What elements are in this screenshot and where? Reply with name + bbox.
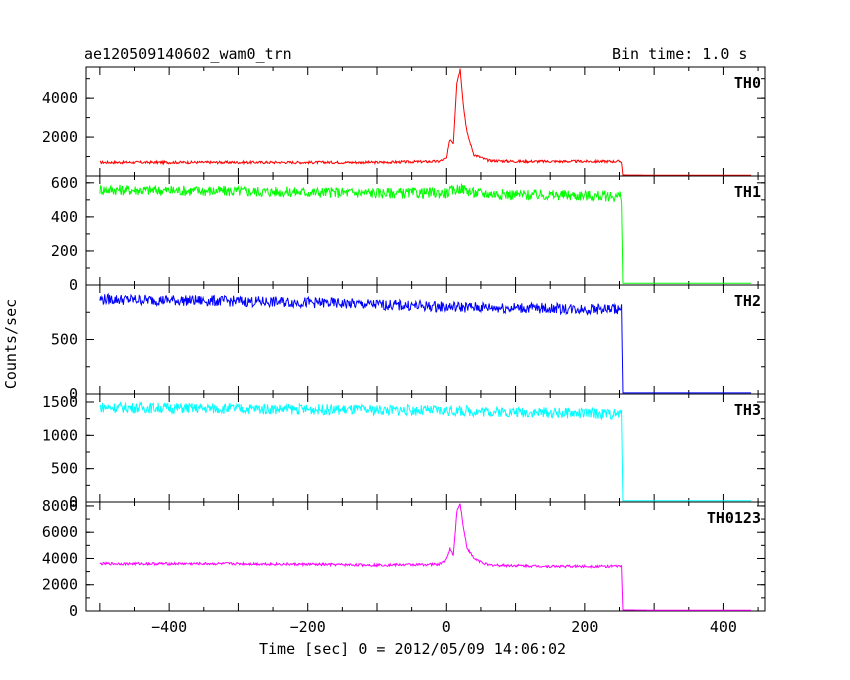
y-tick-label-TH2: 0: [69, 385, 78, 403]
y-tick-label-TH0123: 2000: [42, 576, 78, 594]
series-line-TH0123: [99, 503, 752, 611]
panel-label-TH0123: TH0123: [707, 509, 761, 527]
chart-title: ae120509140602_wam0_trn: [84, 45, 292, 63]
y-tick-label-TH0: 4000: [42, 89, 78, 107]
x-axis-label: Time [sec] 0 = 2012/05/09 14:06:02: [259, 640, 567, 658]
y-tick-label-TH1: 600: [51, 174, 78, 192]
panel-label-TH0: TH0: [734, 74, 761, 92]
y-tick-label-TH0123: 8000: [42, 497, 78, 515]
y-tick-label-TH1: 400: [51, 208, 78, 226]
x-tick-label: 200: [571, 618, 598, 636]
y-tick-label-TH3: 1500: [42, 393, 78, 411]
y-tick-label-TH0: 2000: [42, 128, 78, 146]
panel-label-TH3: TH3: [734, 401, 761, 419]
panel-label-TH2: TH2: [734, 292, 761, 310]
y-tick-label-TH2: 500: [51, 331, 78, 349]
panel-frame-TH0123: [85, 501, 766, 612]
y-tick-label-TH0123: 0: [69, 602, 78, 620]
y-tick-label-TH0123: 4000: [42, 549, 78, 567]
x-tick-label: 400: [710, 618, 737, 636]
y-tick-label-TH3: 500: [51, 460, 78, 478]
y-tick-label-TH1: 200: [51, 242, 78, 260]
y-tick-label-TH3: 0: [69, 493, 78, 511]
panel-frame-TH0: [85, 66, 766, 177]
y-axis-label: Counts/sec: [2, 298, 21, 390]
x-tick-label: −400: [151, 618, 187, 636]
panel-label-TH1: TH1: [734, 183, 761, 201]
x-tick-label: 0: [442, 618, 451, 636]
series-line-TH1: [99, 183, 752, 284]
series-line-TH0: [99, 68, 752, 176]
x-tick-label: −200: [290, 618, 326, 636]
series-line-TH3: [99, 400, 752, 502]
y-tick-label-TH3: 1000: [42, 426, 78, 444]
series-line-TH2: [99, 292, 752, 394]
y-tick-label-TH1: 0: [69, 276, 78, 294]
y-tick-label-TH0123: 6000: [42, 523, 78, 541]
bin-time-label: Bin time: 1.0 s: [612, 45, 748, 63]
